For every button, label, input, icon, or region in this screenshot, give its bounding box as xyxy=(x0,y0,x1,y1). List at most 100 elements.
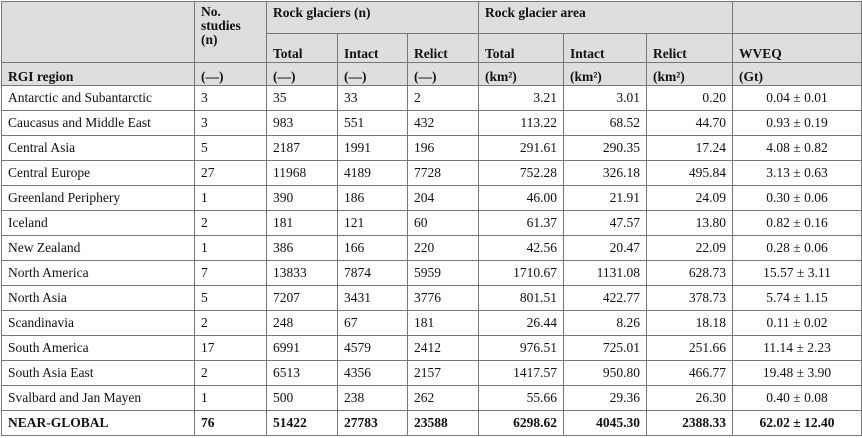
table-cell: 3.13 ± 0.63 xyxy=(732,160,862,186)
table-cell: 6991 xyxy=(266,335,338,361)
table-row: South Asia East 2 6513 4356 2157 1417.57 950.8… xyxy=(1,360,862,386)
table-cell: 251.66 xyxy=(645,335,734,361)
table-cell: 0.20 xyxy=(645,85,734,111)
table-cell: 47.57 xyxy=(563,210,647,236)
header-cell: (—) xyxy=(407,62,479,86)
table-cell: 386 xyxy=(266,235,338,261)
table-cell: 422.77 xyxy=(563,285,647,311)
table-row: North America 7 13833 7874 5959 1710.67 1131.0… xyxy=(1,260,862,286)
table-cell: 248 xyxy=(266,310,338,336)
table-cell: 46.00 xyxy=(478,185,564,211)
table-cell: 2187 xyxy=(266,135,338,161)
table-cell: Central Europe xyxy=(1,160,195,186)
table-row: New Zealand 1 386 166 220 42.56 20.47 22.09 0.28… xyxy=(1,235,862,261)
table-cell: 11.14 ± 2.23 xyxy=(732,335,862,361)
table-cell: 466.77 xyxy=(645,360,734,386)
table-cell: 4189 xyxy=(337,160,408,186)
header-cell: Relict xyxy=(645,33,734,63)
table-cell: 6298.62 xyxy=(478,410,564,436)
table-cell: 0.04 ± 0.01 xyxy=(732,85,862,111)
table-cell: 181 xyxy=(407,310,479,336)
table-cell: NEAR-GLOBAL xyxy=(1,410,195,436)
header-cell: Intact xyxy=(563,33,647,63)
table-cell: 35 xyxy=(266,85,338,111)
table-cell: 3.01 xyxy=(563,85,647,111)
table-cell: 5 xyxy=(194,285,267,311)
table-cell: 17.24 xyxy=(645,135,734,161)
table-cell: 3.21 xyxy=(478,85,564,111)
table-cell: 432 xyxy=(407,110,479,136)
table-cell: South Asia East xyxy=(1,360,195,386)
table-cell: 204 xyxy=(407,185,479,211)
table-cell: 3776 xyxy=(407,285,479,311)
table-cell: 725.01 xyxy=(563,335,647,361)
table-cell: South America xyxy=(1,335,195,361)
table-cell: 33 xyxy=(337,85,408,111)
table-cell: 0.40 ± 0.08 xyxy=(732,385,862,411)
table-cell: 551 xyxy=(337,110,408,136)
table-cell: Scandinavia xyxy=(1,310,195,336)
table-cell: 1710.67 xyxy=(478,260,564,286)
table-row: Central Europe 27 11968 4189 7728 752.28 326.1… xyxy=(1,160,862,186)
table-cell: 326.18 xyxy=(563,160,647,186)
table-cell: Antarctic and Subantarctic xyxy=(1,85,195,111)
header-cell: (—) xyxy=(337,62,408,86)
table-cell: 0.93 ± 0.19 xyxy=(732,110,862,136)
table-cell: 18.18 xyxy=(645,310,734,336)
table-cell: 1991 xyxy=(337,135,408,161)
table-cell: 5 xyxy=(194,135,267,161)
table-row: North Asia 5 7207 3431 3776 801.51 422.77 378.7… xyxy=(1,285,862,311)
table-cell: 2 xyxy=(194,310,267,336)
table-cell: 4356 xyxy=(337,360,408,386)
table-cell: 1 xyxy=(194,385,267,411)
table-cell: 238 xyxy=(337,385,408,411)
table-cell: 752.28 xyxy=(478,160,564,186)
table-row: Svalbard and Jan Mayen 1 500 238 262 55.66 29.… xyxy=(1,385,862,411)
header-cell: Relict xyxy=(407,33,479,63)
table-cell: 4579 xyxy=(337,335,408,361)
table-cell: 390 xyxy=(266,185,338,211)
header-cell xyxy=(1,1,195,63)
table-row: Antarctic and Subantarctic 3 35 33 2 3.21 3.01… xyxy=(1,85,862,111)
table-cell: 2 xyxy=(407,85,479,111)
table-row: Greenland Periphery 1 390 186 204 46.00 21.91 2… xyxy=(1,185,862,211)
table-cell: 0.30 ± 0.06 xyxy=(732,185,862,211)
header-cell: Total xyxy=(266,33,338,63)
table-cell: 51422 xyxy=(266,410,338,436)
table-cell: 7 xyxy=(194,260,267,286)
header-cell: WVEQ xyxy=(732,33,862,63)
table-cell: 7728 xyxy=(407,160,479,186)
table-cell: Iceland xyxy=(1,210,195,236)
table-cell: 2 xyxy=(194,360,267,386)
table-cell: 27 xyxy=(194,160,267,186)
table-cell: New Zealand xyxy=(1,235,195,261)
header-cell: (km²) xyxy=(478,62,564,86)
header-cell xyxy=(732,1,862,34)
table-cell: 378.73 xyxy=(645,285,734,311)
table-cell: 55.66 xyxy=(478,385,564,411)
table-cell: 166 xyxy=(337,235,408,261)
table-cell: 983 xyxy=(266,110,338,136)
table-cell: 262 xyxy=(407,385,479,411)
table-cell: 21.91 xyxy=(563,185,647,211)
table-header: No. studies (n) Rock glaciers (n) Rock g… xyxy=(1,1,862,86)
table-cell: Central Asia xyxy=(1,135,195,161)
header-cell: (—) xyxy=(266,62,338,86)
table-cell: 62.02 ± 12.40 xyxy=(732,410,862,436)
header-cell: Total xyxy=(478,33,564,63)
table-cell: 4045.30 xyxy=(563,410,647,436)
table-cell: 27783 xyxy=(337,410,408,436)
table-cell: 113.22 xyxy=(478,110,564,136)
table-cell: North America xyxy=(1,260,195,286)
table-row: Iceland 2 181 121 60 61.37 47.57 13.80 0.82 ± 0.… xyxy=(1,210,862,236)
table-cell: 6513 xyxy=(266,360,338,386)
table-cell: 0.28 ± 0.06 xyxy=(732,235,862,261)
header-cell: No. studies (n) xyxy=(194,1,267,63)
table-cell: 4.08 ± 0.82 xyxy=(732,135,862,161)
table-cell: 23588 xyxy=(407,410,479,436)
table-cell: 17 xyxy=(194,335,267,361)
table-cell: 2 xyxy=(194,210,267,236)
table-row: Caucasus and Middle East 3 983 551 432 113.22… xyxy=(1,110,862,136)
table-cell: 950.80 xyxy=(563,360,647,386)
table-cell: 15.57 ± 3.11 xyxy=(732,260,862,286)
